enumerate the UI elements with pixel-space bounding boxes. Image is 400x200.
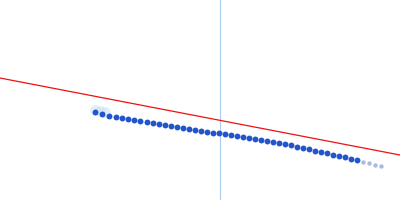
Point [174,125,180,129]
Point [216,131,222,135]
Point [246,136,252,140]
Point [360,160,366,164]
Point [168,124,174,128]
Point [252,137,258,141]
Point [336,154,342,158]
Point [106,114,112,118]
Point [99,112,105,116]
Point [276,141,282,145]
Point [131,118,137,122]
Point [102,110,108,114]
Point [137,119,143,123]
Point [318,150,324,154]
Point [366,161,372,165]
Point [372,163,378,167]
Point [92,110,98,114]
Point [92,108,98,112]
Point [113,115,119,119]
Point [306,147,312,151]
Point [270,140,276,144]
Point [378,164,384,168]
Point [312,149,318,153]
Point [144,120,150,124]
Point [156,122,162,126]
Point [240,135,246,139]
Point [258,138,264,142]
Point [294,145,300,149]
Point [354,158,360,162]
Point [192,128,198,132]
Point [162,123,168,127]
Point [288,143,294,147]
Point [300,146,306,150]
Point [204,130,210,134]
Point [324,151,330,155]
Point [186,127,192,131]
Point [222,132,228,136]
Point [150,121,156,125]
Point [342,155,348,159]
Point [125,117,131,121]
Point [330,153,336,157]
Point [348,157,354,161]
Point [234,134,240,138]
Point [210,131,216,135]
Point [228,133,234,137]
Point [97,109,103,113]
Point [282,142,288,146]
Point [180,126,186,130]
Point [119,116,125,120]
Point [198,129,204,133]
Point [264,139,270,143]
